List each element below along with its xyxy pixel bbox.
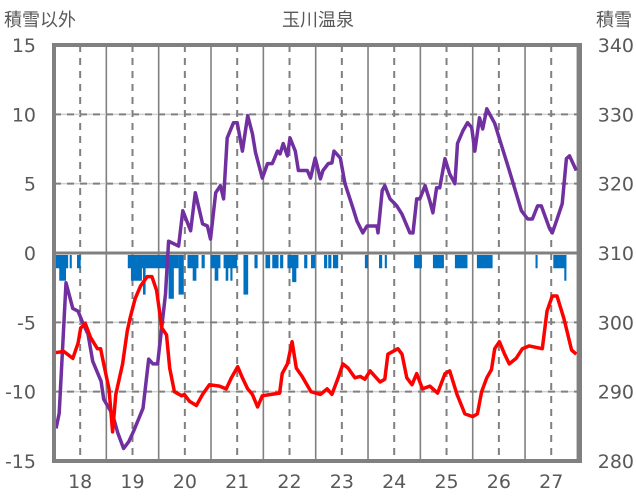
- y-right-tick-label: 300: [598, 312, 634, 334]
- precip-bar: [454, 255, 468, 269]
- x-tick-label: 26: [487, 471, 511, 493]
- snow-depth-line: [54, 107, 578, 451]
- precip-bar: [476, 255, 493, 269]
- precip-bar: [364, 255, 369, 269]
- precip-bar: [414, 255, 422, 269]
- x-tick-label: 25: [434, 471, 458, 493]
- precip-bar: [59, 255, 67, 281]
- precip-bar: [214, 255, 219, 281]
- x-tick-label: 21: [225, 471, 249, 493]
- y-left-tick-label: 10: [12, 104, 36, 126]
- precip-bar: [292, 255, 297, 283]
- bars: [54, 255, 567, 299]
- y-right-tick-label: 280: [598, 451, 634, 473]
- plot-frame: [52, 43, 582, 463]
- y-left-tick-label: 15: [12, 35, 36, 57]
- precip-bar: [272, 255, 279, 269]
- precip-bar: [553, 255, 567, 269]
- y-right-tick-label: 340: [598, 35, 634, 57]
- precip-bar: [192, 255, 197, 281]
- precip-bar: [243, 255, 249, 295]
- precip-bar: [77, 255, 81, 269]
- x-tick-label: 19: [120, 471, 144, 493]
- y-left-tick-label: -15: [5, 451, 36, 473]
- x-tick-label: 23: [330, 471, 354, 493]
- y-axis-right-title: 積雪: [596, 10, 632, 31]
- precip-bar: [564, 255, 567, 281]
- precip-bar: [432, 255, 444, 269]
- precip-bar: [324, 255, 328, 269]
- y-left-tick-label: -5: [17, 312, 36, 334]
- x-tick-label: 20: [173, 471, 197, 493]
- x-tick-label: 27: [539, 471, 563, 493]
- precip-bar: [384, 255, 387, 269]
- precip-bar: [328, 255, 332, 269]
- precip-bar: [265, 255, 271, 269]
- precip-bar: [201, 255, 205, 269]
- y-right-tick-label: 310: [598, 243, 634, 265]
- precip-bar: [310, 255, 316, 269]
- gridlines: [54, 45, 580, 461]
- precip-bar: [280, 255, 284, 269]
- precip-bar: [254, 255, 258, 269]
- precip-bar: [130, 255, 142, 281]
- precip-bar: [69, 255, 72, 269]
- precip-bar: [142, 255, 146, 295]
- precip-bar: [178, 255, 184, 295]
- precip-bar: [332, 255, 339, 269]
- plot-border: [52, 43, 582, 463]
- x-tick-label: 22: [277, 471, 301, 493]
- y-right-tick-label: 290: [598, 382, 634, 404]
- precip-bar: [230, 255, 233, 281]
- x-tick-label: 24: [382, 471, 406, 493]
- chart-title: 玉川温泉: [282, 10, 354, 31]
- series-lines: [53, 107, 578, 451]
- x-tick-label: 18: [68, 471, 92, 493]
- precip-bar: [225, 255, 229, 281]
- y-right-tick-label: 320: [598, 174, 634, 196]
- precip-bar: [535, 255, 538, 269]
- precip-bar: [304, 255, 308, 269]
- precip-bar: [168, 255, 174, 299]
- y-left-tick-label: 0: [24, 243, 36, 265]
- y-right-tick-label: 330: [598, 104, 634, 126]
- precip-bar: [379, 255, 383, 269]
- y-left-tick-label: -10: [5, 382, 36, 404]
- tick-labels: 18 19 20 21 22 23 24 25 26 27 15 10 5 0 -5 -10 -15 340 330…: [5, 35, 634, 493]
- temperature-line: [53, 274, 578, 434]
- y-axis-left-title: 積雪以外: [4, 10, 76, 31]
- y-left-tick-label: 5: [24, 174, 36, 196]
